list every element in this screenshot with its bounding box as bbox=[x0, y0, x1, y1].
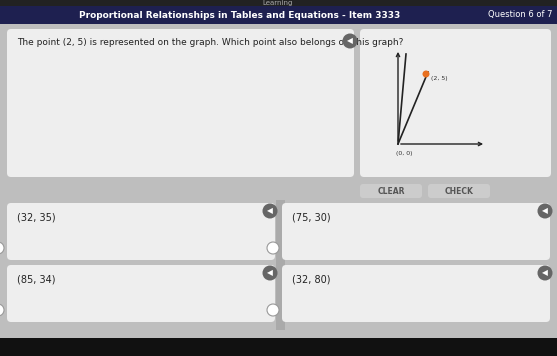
Text: ◀: ◀ bbox=[267, 206, 273, 215]
FancyBboxPatch shape bbox=[360, 29, 551, 177]
Text: The point (2, 5) is represented on the graph. Which point also belongs on this g: The point (2, 5) is represented on the g… bbox=[17, 38, 403, 47]
Circle shape bbox=[262, 266, 277, 281]
Circle shape bbox=[0, 304, 4, 316]
Text: CHECK: CHECK bbox=[444, 187, 473, 195]
FancyBboxPatch shape bbox=[7, 203, 275, 260]
Text: (32, 35): (32, 35) bbox=[17, 213, 56, 223]
Bar bbox=[0, 0, 557, 6]
Circle shape bbox=[538, 266, 553, 281]
Circle shape bbox=[423, 70, 429, 78]
Circle shape bbox=[267, 242, 279, 254]
Text: Learning: Learning bbox=[263, 0, 293, 6]
Text: (85, 34): (85, 34) bbox=[17, 275, 56, 285]
Bar bbox=[0, 6, 557, 24]
Circle shape bbox=[538, 204, 553, 219]
Circle shape bbox=[343, 33, 358, 48]
FancyBboxPatch shape bbox=[428, 184, 490, 198]
Text: (2, 5): (2, 5) bbox=[431, 76, 448, 81]
FancyBboxPatch shape bbox=[282, 265, 550, 322]
Text: Proportional Relationships in Tables and Equations - Item 3333: Proportional Relationships in Tables and… bbox=[80, 10, 400, 20]
Text: ◀: ◀ bbox=[542, 268, 548, 277]
Text: CLEAR: CLEAR bbox=[377, 187, 405, 195]
Text: (0, 0): (0, 0) bbox=[396, 151, 413, 156]
FancyBboxPatch shape bbox=[282, 203, 550, 260]
Text: Question 6 of 7: Question 6 of 7 bbox=[487, 10, 552, 20]
Text: (75, 30): (75, 30) bbox=[292, 213, 331, 223]
Text: ◀: ◀ bbox=[267, 268, 273, 277]
Circle shape bbox=[262, 204, 277, 219]
FancyBboxPatch shape bbox=[360, 184, 422, 198]
Text: (32, 80): (32, 80) bbox=[292, 275, 330, 285]
FancyBboxPatch shape bbox=[7, 265, 275, 322]
FancyBboxPatch shape bbox=[7, 29, 354, 177]
Text: ◀: ◀ bbox=[542, 206, 548, 215]
Circle shape bbox=[0, 242, 4, 254]
Circle shape bbox=[267, 304, 279, 316]
Bar bbox=[0, 338, 557, 356]
Text: ◀: ◀ bbox=[347, 37, 353, 46]
Bar bbox=[276, 200, 285, 330]
